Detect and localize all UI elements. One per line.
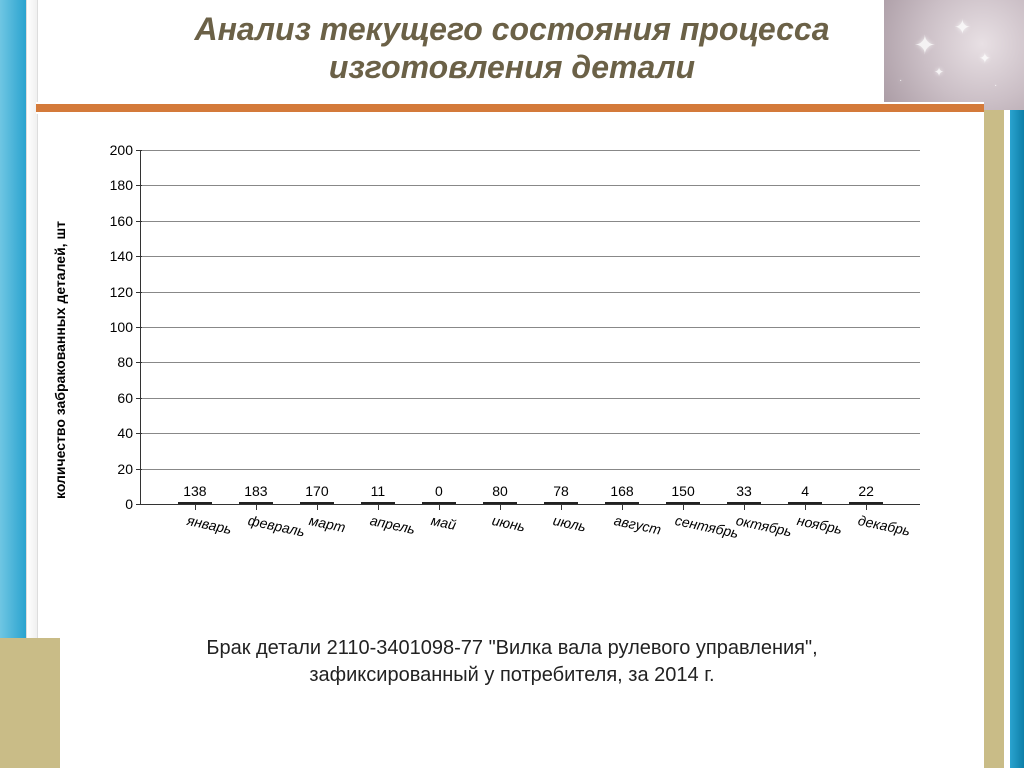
- grid-line: [141, 398, 920, 399]
- y-tick-label: 160: [110, 213, 141, 229]
- chart-caption: Брак детали 2110-3401098-77 "Вилка вала …: [60, 635, 964, 689]
- x-tick-label: март: [308, 512, 347, 535]
- y-tick-label: 140: [110, 248, 141, 264]
- left-bottom-tan-block: [0, 638, 60, 768]
- x-tick-label: июнь: [491, 512, 527, 535]
- bar-value-label: 80: [492, 483, 508, 499]
- x-tick-mark: [683, 504, 684, 510]
- bar-value-label: 4: [801, 483, 809, 499]
- x-tick-mark: [561, 504, 562, 510]
- grid-line: [141, 362, 920, 363]
- y-tick-label: 0: [125, 496, 141, 512]
- grid-line: [141, 469, 920, 470]
- x-tick-mark: [744, 504, 745, 510]
- y-tick-label: 20: [117, 461, 141, 477]
- bar-value-label: 11: [371, 483, 386, 499]
- x-tick-mark: [317, 504, 318, 510]
- y-tick-label: 40: [117, 425, 141, 441]
- x-tick-label: ноябрь: [796, 512, 844, 537]
- slide-title: Анализ текущего состояния процесса изгот…: [40, 10, 984, 87]
- grid-line: [141, 221, 920, 222]
- x-tick-mark: [805, 504, 806, 510]
- bar-value-label: 78: [553, 483, 569, 499]
- title-line-2: изготовления детали: [329, 49, 695, 85]
- x-tick-mark: [500, 504, 501, 510]
- y-tick-label: 60: [117, 390, 141, 406]
- x-tick-label: сентябрь: [674, 512, 740, 541]
- slide: ✦ ✦ ✦ ✦ · · Анализ текущего состояния пр…: [0, 0, 1024, 768]
- x-tick-label: январь: [186, 512, 233, 537]
- title-underline: [36, 104, 984, 112]
- x-tick-label: февраль: [247, 512, 307, 540]
- plot-area: 138183170110807816815033422 020406080100…: [140, 150, 920, 505]
- x-tick-mark: [378, 504, 379, 510]
- caption-line-1: Брак детали 2110-3401098-77 "Вилка вала …: [206, 637, 817, 659]
- bar-value-label: 138: [183, 483, 206, 499]
- grid-line: [141, 185, 920, 186]
- bar-chart: количество забракованных деталей, шт 138…: [70, 145, 920, 575]
- x-tick-label: июль: [552, 512, 588, 535]
- x-tick-mark: [866, 504, 867, 510]
- grid-line: [141, 433, 920, 434]
- x-tick-mark: [622, 504, 623, 510]
- x-tick-label: май: [430, 512, 458, 533]
- bar-value-label: 183: [244, 483, 267, 499]
- grid-line: [141, 292, 920, 293]
- right-sidebar-cyan: [1010, 0, 1024, 768]
- y-tick-label: 200: [110, 142, 141, 158]
- grid-line: [141, 150, 920, 151]
- title-line-1: Анализ текущего состояния процесса: [194, 11, 829, 47]
- bar-value-label: 33: [736, 483, 752, 499]
- x-tick-label: август: [613, 512, 663, 538]
- grid-line: [141, 256, 920, 257]
- bar-value-label: 170: [305, 483, 328, 499]
- y-tick-label: 120: [110, 284, 141, 300]
- y-tick-label: 80: [117, 354, 141, 370]
- x-tick-mark: [439, 504, 440, 510]
- bar-value-label: 150: [671, 483, 694, 499]
- y-tick-label: 100: [110, 319, 141, 335]
- right-sidebar-tan: [984, 0, 1004, 768]
- bar-value-label: 22: [858, 483, 874, 499]
- bar-value-label: 168: [610, 483, 633, 499]
- bar-value-label: 0: [435, 483, 443, 499]
- x-tick-label: декабрь: [857, 512, 912, 539]
- y-tick-label: 180: [110, 177, 141, 193]
- x-tick-label: октябрь: [735, 512, 794, 539]
- grid-line: [141, 327, 920, 328]
- y-axis-label: количество забракованных деталей, шт: [52, 221, 68, 499]
- x-tick-mark: [256, 504, 257, 510]
- x-tick-mark: [195, 504, 196, 510]
- caption-line-2: зафиксированный у потребителя, за 2014 г…: [309, 664, 714, 686]
- x-tick-label: апрель: [369, 512, 417, 537]
